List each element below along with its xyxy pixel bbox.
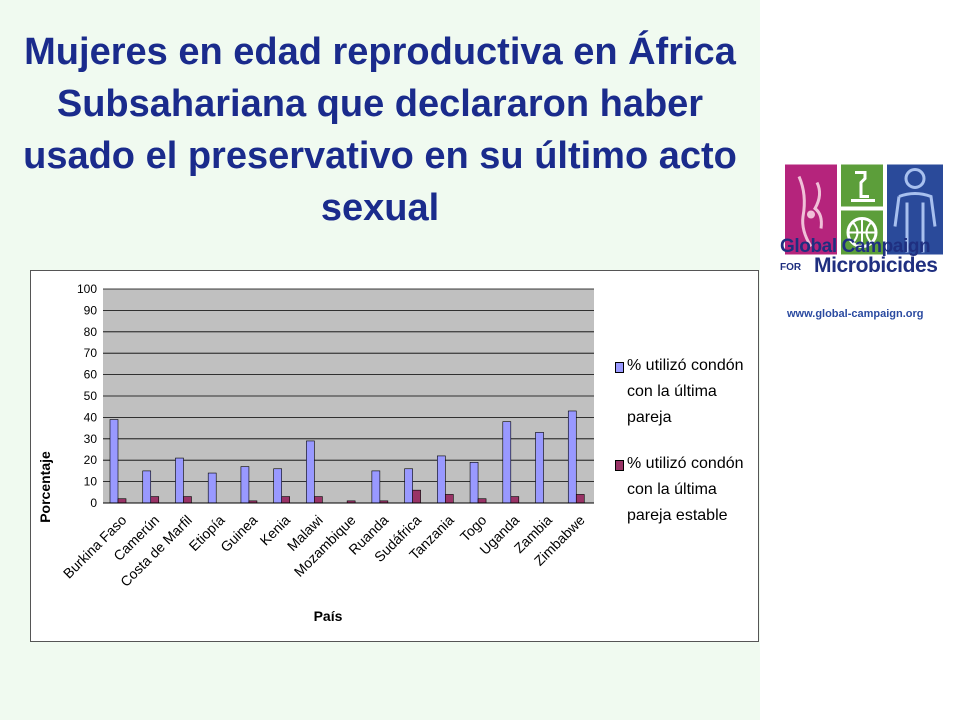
- legend-item-series-2: % utilizó condón con la última pareja es…: [599, 451, 757, 529]
- bar-series-2: [510, 496, 520, 504]
- y-tick-label: 90: [84, 303, 98, 317]
- bar-series-2: [150, 496, 160, 504]
- bar-series-2: [575, 494, 585, 504]
- bar-series-2: [117, 498, 127, 504]
- y-tick-label: 20: [84, 453, 98, 467]
- bar-series-1: [109, 419, 119, 504]
- y-tick-labels: 0 10 20 30 40 50 60 70 80 90 100: [77, 282, 97, 510]
- y-tick-label: 10: [84, 475, 98, 489]
- bar-series-1: [437, 455, 446, 504]
- y-tick-label: 50: [84, 389, 98, 403]
- slide-title: Mujeres en edad reproductiva en África S…: [23, 31, 737, 229]
- legend-swatch-series-1: [615, 362, 624, 373]
- x-tick-label: Guinea: [217, 512, 260, 555]
- y-tick-label: 40: [84, 410, 98, 424]
- bar-series-2: [314, 496, 323, 504]
- chart-legend: % utilizó condón con la última pareja % …: [599, 353, 757, 549]
- bar-series-2: [281, 496, 290, 504]
- logo-text-for: FOR: [780, 262, 802, 273]
- y-tick-label: 30: [84, 432, 98, 446]
- y-tick-label: 80: [84, 325, 98, 339]
- bar-chart: 0 10 20 30 40 50 60 70 80 90 100 Burkina FasoCamer…: [37, 282, 594, 624]
- bar-series-2: [445, 494, 454, 504]
- bar-series-2: [412, 489, 421, 504]
- y-tick-label: 100: [77, 282, 97, 296]
- logo-text-line1: Global Campaign: [780, 236, 931, 257]
- bar-series-1: [142, 470, 152, 504]
- global-campaign-logo-icon: [785, 164, 943, 255]
- bar-series-1: [175, 457, 184, 504]
- bar-series-2: [183, 496, 192, 504]
- y-tick-label: 0: [90, 496, 97, 510]
- x-axis-title: País: [314, 608, 343, 624]
- bar-series-1: [567, 410, 577, 504]
- bar-series-1: [240, 466, 250, 504]
- legend-item-series-1: % utilizó condón con la última pareja: [599, 353, 757, 431]
- legend-swatch-series-2: [615, 460, 624, 471]
- y-axis-title: Porcentaje: [37, 451, 53, 523]
- grid-lines: [103, 288, 594, 504]
- bar-series-1: [273, 468, 282, 504]
- bar-series-1: [404, 468, 413, 504]
- website-url: www.global-campaign.org: [787, 308, 924, 320]
- chart-frame: 0 10 20 30 40 50 60 70 80 90 100 Burkina Faso Camer…: [30, 270, 759, 642]
- bar-series-1: [535, 432, 544, 504]
- y-tick-label: 60: [84, 368, 98, 382]
- bar-series-1: [469, 462, 479, 504]
- bar-series-1: [306, 440, 315, 504]
- bar-series-1: [502, 421, 512, 504]
- bar-series-2: [477, 498, 487, 504]
- legend-label-series-1: % utilizó condón con la última pareja: [627, 357, 744, 426]
- y-tick-label: 70: [84, 346, 98, 360]
- logo-text-line2: Microbicides: [814, 254, 938, 277]
- legend-label-series-2: % utilizó condón con la última pareja es…: [627, 455, 744, 524]
- bar-series-1: [207, 472, 217, 504]
- bar-series-1: [371, 470, 381, 504]
